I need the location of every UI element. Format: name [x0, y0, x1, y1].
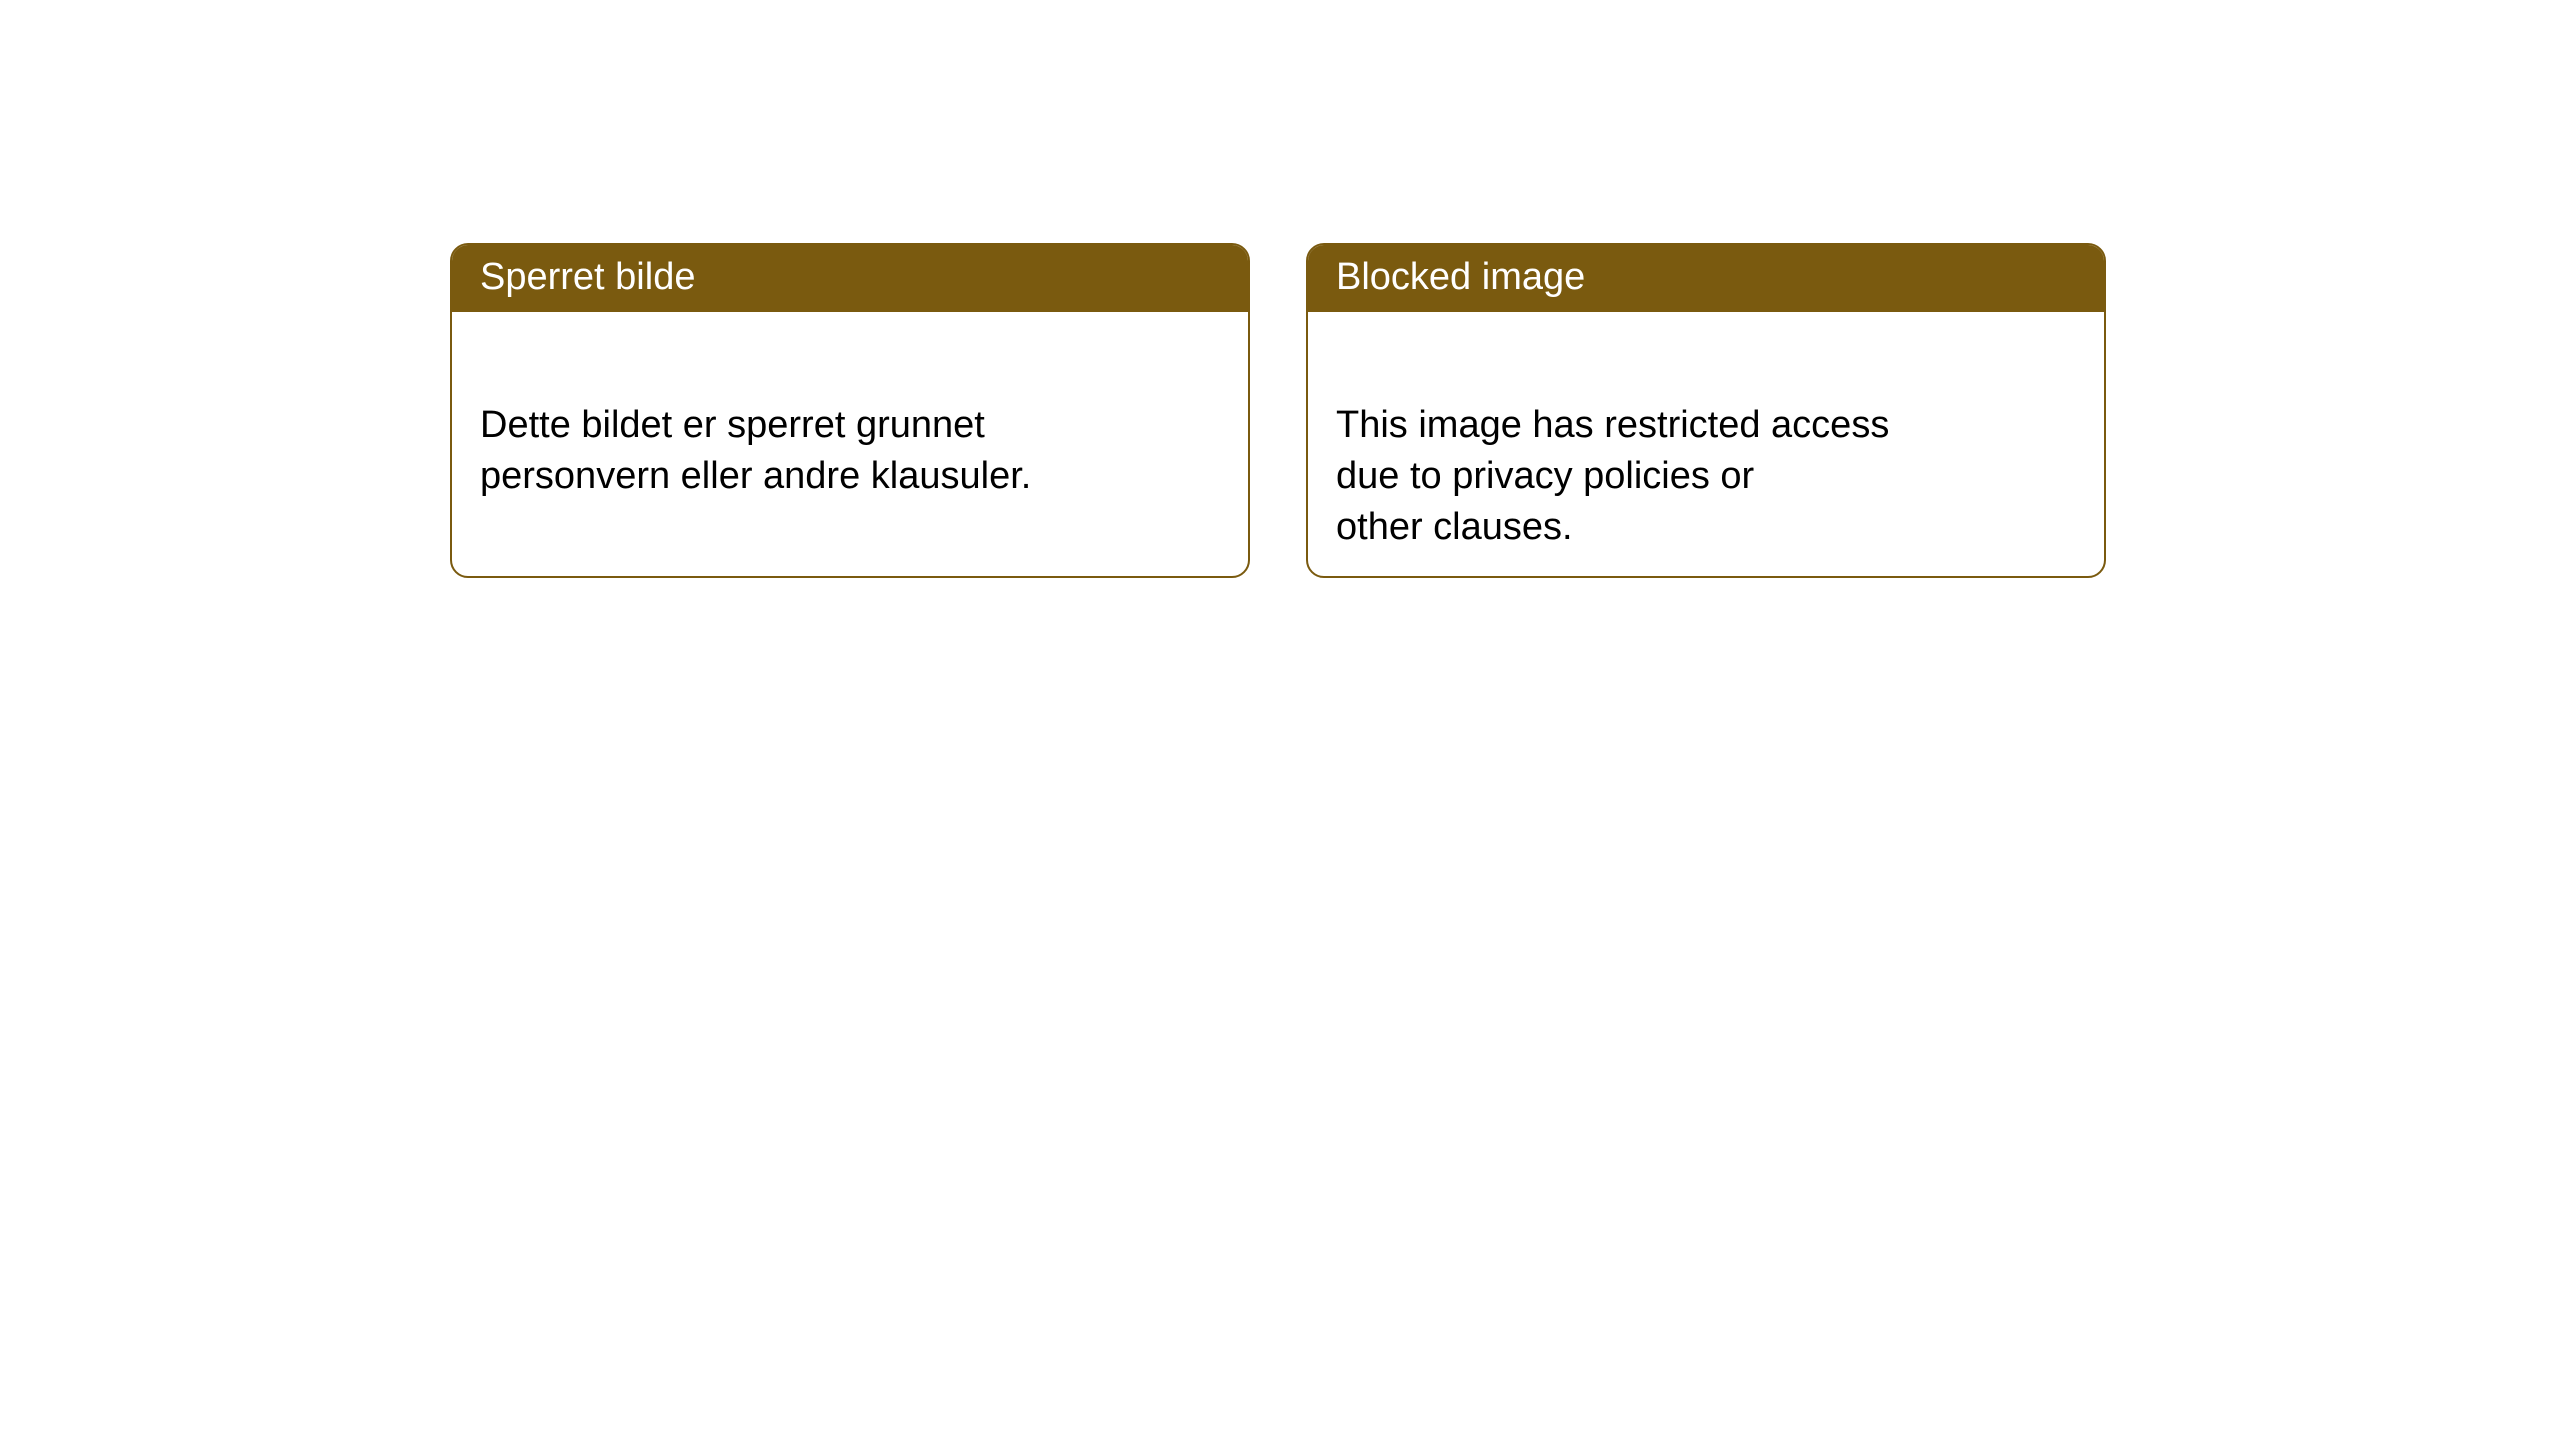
notice-card-english: Blocked image This image has restricted …: [1306, 243, 2106, 578]
notice-title: Blocked image: [1336, 256, 1585, 298]
notice-container: Sperret bilde Dette bildet er sperret gr…: [0, 0, 2560, 578]
notice-card-norwegian: Sperret bilde Dette bildet er sperret gr…: [450, 243, 1250, 578]
notice-text: This image has restricted access due to …: [1336, 404, 1889, 549]
notice-title: Sperret bilde: [480, 256, 695, 298]
notice-header: Sperret bilde: [452, 245, 1248, 312]
notice-header: Blocked image: [1308, 245, 2104, 312]
notice-body: Dette bildet er sperret grunnet personve…: [452, 312, 1248, 530]
notice-body: This image has restricted access due to …: [1308, 312, 2104, 578]
notice-text: Dette bildet er sperret grunnet personve…: [480, 404, 1031, 497]
